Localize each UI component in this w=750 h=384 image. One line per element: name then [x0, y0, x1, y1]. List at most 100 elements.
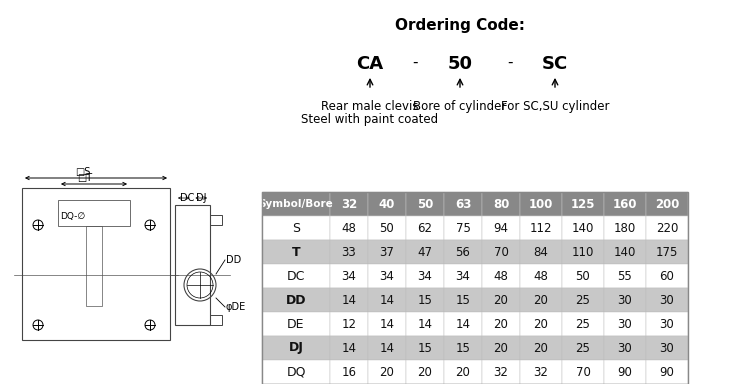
Text: 63: 63 — [454, 197, 471, 210]
Bar — [330, 192, 368, 216]
Bar — [58, 200, 130, 226]
Bar — [406, 312, 444, 336]
Bar — [604, 216, 646, 240]
Bar — [330, 264, 368, 288]
Text: 20: 20 — [533, 293, 548, 306]
Text: □S: □S — [76, 167, 91, 177]
Bar — [444, 264, 482, 288]
Bar — [520, 264, 562, 288]
Bar — [330, 312, 368, 336]
Text: 30: 30 — [618, 341, 632, 354]
Text: 200: 200 — [655, 197, 680, 210]
Text: 112: 112 — [530, 222, 552, 235]
Text: 75: 75 — [455, 222, 470, 235]
Bar — [368, 216, 406, 240]
Text: -: - — [413, 55, 418, 70]
Text: 30: 30 — [618, 293, 632, 306]
Text: 30: 30 — [660, 293, 674, 306]
Bar — [262, 192, 688, 384]
Text: 30: 30 — [660, 318, 674, 331]
Bar — [646, 312, 688, 336]
Bar — [604, 312, 646, 336]
Bar — [368, 240, 406, 264]
Bar — [562, 336, 604, 360]
Bar — [368, 288, 406, 312]
Bar — [646, 288, 688, 312]
Text: 20: 20 — [533, 341, 548, 354]
Bar — [444, 336, 482, 360]
Text: 140: 140 — [572, 222, 594, 235]
Text: 50: 50 — [380, 222, 394, 235]
Bar — [406, 192, 444, 216]
Text: 94: 94 — [494, 222, 508, 235]
Bar — [444, 192, 482, 216]
Bar — [210, 215, 222, 225]
Text: 50: 50 — [417, 197, 434, 210]
Text: 56: 56 — [455, 245, 470, 258]
Bar — [368, 312, 406, 336]
Bar — [406, 336, 444, 360]
Bar — [406, 264, 444, 288]
Text: 50: 50 — [576, 270, 590, 283]
Bar — [330, 216, 368, 240]
Text: Ordering Code:: Ordering Code: — [395, 18, 525, 33]
Text: 15: 15 — [455, 341, 470, 354]
Text: 84: 84 — [533, 245, 548, 258]
Text: 33: 33 — [341, 245, 356, 258]
Bar — [482, 288, 520, 312]
Text: 30: 30 — [618, 318, 632, 331]
Text: 60: 60 — [659, 270, 674, 283]
Bar — [262, 264, 330, 288]
Bar — [604, 360, 646, 384]
Bar — [646, 264, 688, 288]
Bar — [262, 192, 330, 216]
Bar — [604, 192, 646, 216]
Text: 20: 20 — [533, 318, 548, 331]
Text: -: - — [507, 55, 513, 70]
Text: 125: 125 — [571, 197, 596, 210]
Bar — [368, 360, 406, 384]
Text: 15: 15 — [418, 293, 433, 306]
Bar — [520, 336, 562, 360]
Text: 62: 62 — [418, 222, 433, 235]
Text: SC: SC — [542, 55, 568, 73]
Bar — [262, 360, 330, 384]
Text: 34: 34 — [341, 270, 356, 283]
Text: Bore of cylinder: Bore of cylinder — [413, 100, 507, 113]
Bar — [482, 240, 520, 264]
Text: 34: 34 — [455, 270, 470, 283]
Bar — [482, 264, 520, 288]
Bar — [562, 312, 604, 336]
Bar — [444, 360, 482, 384]
Text: 47: 47 — [418, 245, 433, 258]
Bar — [330, 288, 368, 312]
Text: 32: 32 — [494, 366, 508, 379]
Bar — [262, 312, 330, 336]
Text: 14: 14 — [341, 341, 356, 354]
Text: S: S — [292, 222, 300, 235]
Text: 32: 32 — [340, 197, 357, 210]
Bar — [520, 192, 562, 216]
Bar — [604, 336, 646, 360]
Bar — [604, 240, 646, 264]
Bar — [562, 240, 604, 264]
Text: DD: DD — [226, 255, 242, 265]
Bar — [562, 288, 604, 312]
Text: 220: 220 — [656, 222, 678, 235]
Bar — [406, 240, 444, 264]
Bar — [482, 192, 520, 216]
Text: 14: 14 — [418, 318, 433, 331]
Bar — [482, 360, 520, 384]
Text: 48: 48 — [494, 270, 508, 283]
Bar — [482, 312, 520, 336]
Bar — [444, 216, 482, 240]
Text: 90: 90 — [659, 366, 674, 379]
Bar — [444, 288, 482, 312]
Text: 20: 20 — [494, 293, 508, 306]
Text: 14: 14 — [455, 318, 470, 331]
Bar — [562, 264, 604, 288]
Text: DD: DD — [286, 293, 306, 306]
Text: 25: 25 — [575, 318, 590, 331]
Bar — [520, 312, 562, 336]
Text: 14: 14 — [341, 293, 356, 306]
